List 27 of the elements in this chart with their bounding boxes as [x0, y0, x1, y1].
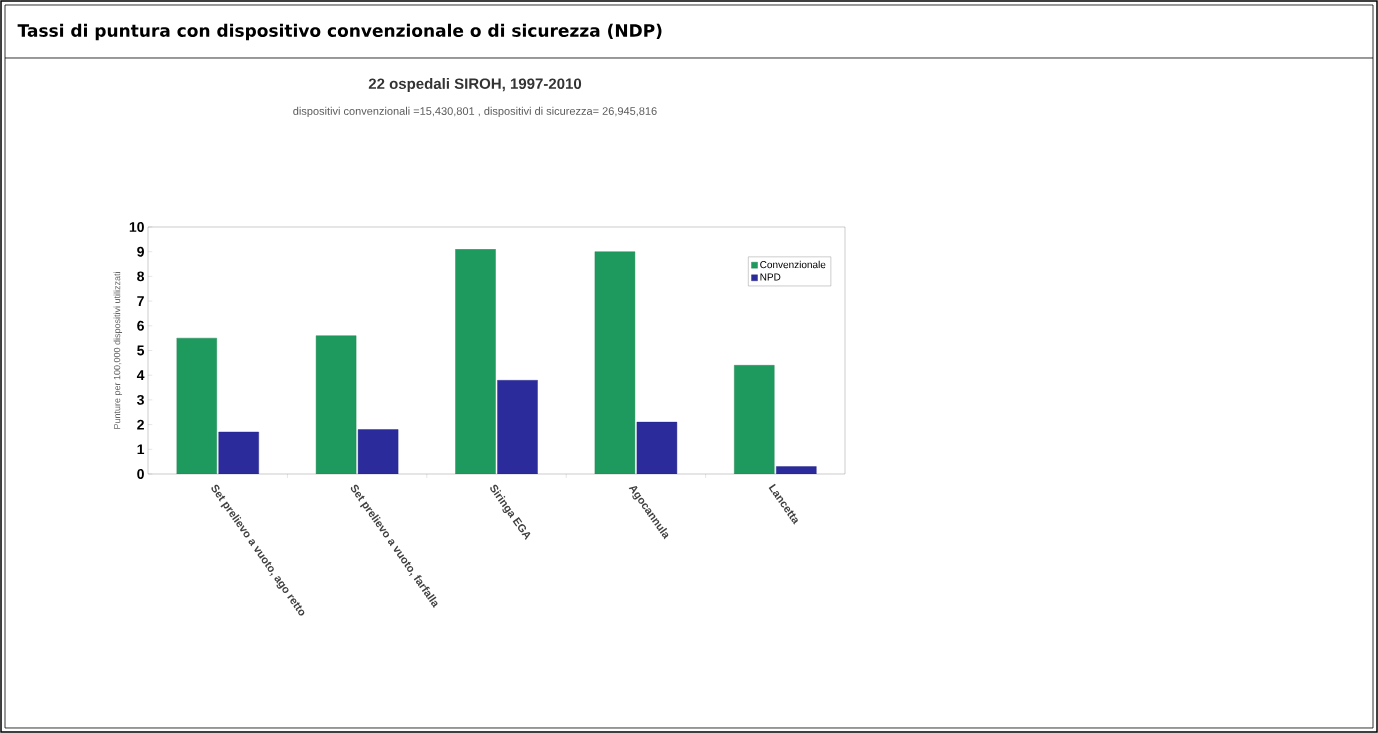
y-tick-label: 4	[136, 370, 145, 380]
y-tick-label: 8	[137, 271, 145, 282]
y-tick-label: 1	[137, 444, 145, 455]
y-tick-label: 0	[137, 469, 144, 479]
bar	[218, 431, 259, 474]
bar	[776, 466, 817, 474]
y-axis-title: Punture per 100,000 dispositivi utilizzati	[113, 272, 123, 429]
bar	[636, 421, 678, 474]
y-tick-label: 2	[137, 419, 144, 430]
bar	[497, 379, 538, 474]
bar	[357, 429, 399, 474]
y-tick-label: 9	[137, 246, 144, 257]
bar	[734, 365, 775, 474]
y-tick-label: 10	[129, 222, 144, 232]
bar	[455, 249, 496, 474]
y-tick-label: 5	[137, 345, 145, 356]
text: dispositivi convenzionali =15,430,801 , dispositivi di sicurezza= 26,945,816	[293, 106, 657, 118]
y-tick-label: 3	[137, 394, 144, 405]
chart-title: Tassi di puntura con dispositivo convenzionale o di sicurezza (NDP)	[17, 23, 662, 41]
legend-label: NPD	[760, 273, 781, 281]
chart-subtitle: 22 ospedali SIROH, 1997-2010	[368, 78, 582, 92]
y-tick-label: 6	[137, 320, 144, 331]
bar	[594, 251, 636, 474]
bar	[315, 335, 357, 474]
bar	[176, 337, 217, 474]
y-tick-label: 7	[137, 296, 144, 306]
legend-label: Convenzionale	[760, 260, 826, 269]
